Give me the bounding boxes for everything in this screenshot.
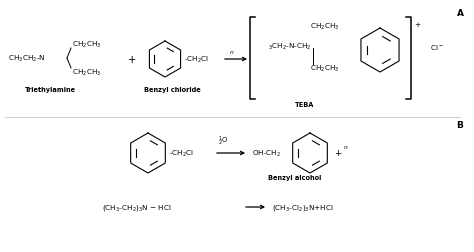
Text: CH$_3$CH$_2$-N: CH$_3$CH$_2$-N [8,54,46,64]
Text: $^1_2$O: $^1_2$O [218,134,228,147]
Text: OH-CH$_2$: OH-CH$_2$ [252,148,281,159]
Text: Triethylamine: Triethylamine [25,87,75,93]
Text: n: n [344,144,348,149]
Text: -CH$_2$Cl: -CH$_2$Cl [184,55,209,65]
Text: Cl$^-$: Cl$^-$ [430,42,444,51]
Text: $_3$CH$_2$-N-CH$_2$: $_3$CH$_2$-N-CH$_2$ [268,42,311,52]
Text: +: + [128,55,136,65]
Text: (CH$_3$-Cl$_2$)$_3$N+HCl: (CH$_3$-Cl$_2$)$_3$N+HCl [272,202,334,212]
Text: CH$_2$CH$_3$: CH$_2$CH$_3$ [310,64,339,74]
Text: n: n [230,50,234,55]
Text: CH$_2$CH$_3$: CH$_2$CH$_3$ [72,40,101,50]
Text: CH$_2$CH$_3$: CH$_2$CH$_3$ [310,22,339,32]
Text: (CH$_3$-CH$_2$)$_3$N $-$ HCl: (CH$_3$-CH$_2$)$_3$N $-$ HCl [102,202,172,212]
Text: TEBA: TEBA [295,102,314,108]
Text: Benzyl alcohol: Benzyl alcohol [268,174,322,180]
Text: +: + [334,149,341,158]
Text: A: A [456,9,464,17]
Text: -CH$_2$Cl: -CH$_2$Cl [169,148,194,159]
Text: Benzyl chloride: Benzyl chloride [144,87,201,93]
Text: B: B [456,120,464,129]
Text: CH$_2$CH$_3$: CH$_2$CH$_3$ [72,68,101,78]
Text: +: + [414,22,420,28]
